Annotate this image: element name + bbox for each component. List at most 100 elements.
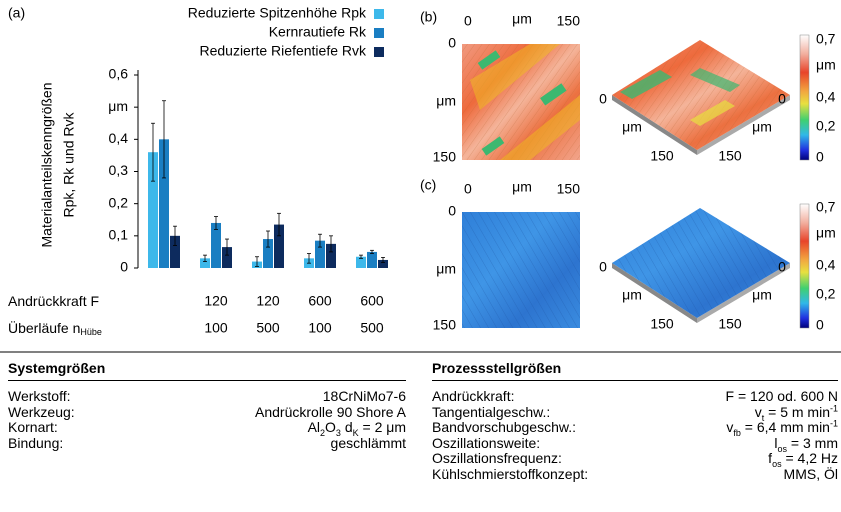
table-row: Bandvorschubgeschw.:vfb = 6,4 mm min-1: [432, 420, 838, 436]
row-value: 18CrNiMo7-6: [323, 389, 406, 405]
map3d-tick: 150: [718, 148, 742, 164]
row-label: Werkzeug:: [8, 405, 75, 421]
x-row-value: 120: [204, 293, 228, 309]
table: Prozessstellgrößen Andrückkraft: F = 120 o…: [432, 360, 838, 482]
x-row-label-text: Andrückkraft F: [8, 293, 99, 309]
value-part: 18CrNiMo7-6: [323, 388, 406, 404]
legend-label: Kernrautiefe Rk: [269, 24, 367, 40]
map-y-tick: 150: [433, 149, 457, 165]
map-x-tick: 0: [464, 13, 472, 29]
map-x-tick: 150: [557, 13, 581, 29]
value-part: Andrückrolle 90 Shore A: [255, 404, 406, 420]
x-row-label-text: Überläufe n: [8, 319, 80, 336]
value-part: O: [325, 419, 336, 435]
colorbar-b: [800, 35, 809, 160]
row-value: vt = 5 m min-1: [755, 405, 838, 421]
y-tick-label: 0,3: [109, 162, 129, 178]
value-part: geschlämmt: [331, 435, 406, 451]
value-part: Al: [308, 419, 320, 435]
row-value: fos = 4,2 Hz: [768, 451, 838, 467]
colorbar-tick: μm: [816, 225, 836, 241]
map3d-tick: μm: [622, 287, 642, 303]
map3d-tick: 0: [778, 91, 786, 107]
x-row-value: 120: [256, 293, 280, 309]
x-row-value: 500: [256, 320, 280, 336]
page: (b) (c) 0μm1500μm15000μmμm1501500,7μm0,4…: [0, 0, 841, 512]
value-part: os: [772, 459, 782, 469]
y-tick-label: 0,1: [109, 227, 129, 243]
row-value: MMS, Öl: [784, 467, 838, 483]
legend-swatch: [374, 9, 384, 19]
map3d-tick: μm: [752, 287, 772, 303]
row-label: Tangentialgeschw.:: [432, 405, 550, 421]
map-c-3d: [612, 208, 790, 323]
x-row-label: Andrückkraft F: [8, 293, 99, 309]
value-part: = 5 m min: [764, 404, 830, 420]
colorbar-tick: 0,7: [816, 31, 836, 47]
map-b-3d: [612, 40, 790, 155]
row-value: Al2O3 dK = 2 μm: [308, 420, 406, 436]
legend-label: Reduzierte Spitzenhöhe Rpk: [188, 5, 367, 21]
row-label: Werkstoff:: [8, 389, 71, 405]
y-tick-label: 0: [120, 259, 128, 275]
table-title: Systemgrößen: [8, 360, 406, 381]
colorbar-tick: 0,4: [816, 89, 836, 105]
bar: [367, 252, 377, 268]
row-value: Andrückrolle 90 Shore A: [255, 405, 406, 421]
row-value: los = 3 mm: [774, 436, 838, 452]
colorbar-tick: 0,2: [816, 118, 836, 134]
x-row-value: 500: [360, 320, 384, 336]
colorbar-tick: 0: [816, 317, 824, 333]
map-x-tick: μm: [512, 11, 532, 27]
value-part: d: [341, 419, 353, 435]
y-tick-label: 0,6: [109, 66, 129, 82]
y-tick-label: 0,4: [109, 130, 129, 146]
value-part: = 4,2 Hz: [782, 450, 838, 466]
table-row: Kühlschmierstoffkonzept: MMS, Öl: [432, 467, 838, 483]
value-part: = 2 μm: [359, 419, 406, 435]
map-y-tick: μm: [436, 93, 456, 109]
row-label: Kühlschmierstoffkonzept:: [432, 467, 588, 483]
row-value: geschlämmt: [331, 436, 406, 452]
table-row: Andrückkraft: F = 120 od. 600 N: [432, 389, 838, 405]
map-x-tick: 0: [464, 181, 472, 197]
x-row-label: Überläufe nHübe: [8, 319, 102, 338]
table-row: Bindung: geschlämmt: [8, 436, 406, 452]
map3d-tick: 0: [599, 259, 607, 275]
panel-label: (a): [8, 5, 25, 21]
map3d-tick: μm: [752, 119, 772, 135]
row-label: Bandvorschubgeschw.:: [432, 420, 576, 436]
value-part: = 6,4 mm min: [741, 419, 830, 435]
y-axis-label: Rpk, Rk und Rvk: [61, 111, 77, 217]
map3d-tick: 150: [718, 316, 742, 332]
table-title: Prozessstellgrößen: [432, 360, 838, 381]
value-part: MMS, Öl: [784, 466, 838, 482]
row-label: Kornart:: [8, 420, 58, 436]
value-part: F = 120 od. 600 N: [726, 388, 838, 404]
value-part: fb: [733, 428, 741, 438]
value-part: v: [755, 404, 762, 420]
colorbar-tick: μm: [816, 57, 836, 73]
table-row: Oszillationsweite: los = 3 mm: [432, 436, 838, 452]
panel-label: (c): [420, 177, 436, 193]
table-row: Werkstoff: 18CrNiMo7-6: [8, 389, 406, 405]
row-label: Oszillationsfrequenz:: [432, 451, 562, 467]
x-row-value: 600: [360, 293, 384, 309]
colorbar-tick: 0: [816, 149, 824, 165]
map3d-tick: 150: [650, 148, 674, 164]
table: Systemgrößen Werkstoff: 18CrNiMo7-6 Werkzeu…: [8, 360, 406, 451]
map-b-2d: [462, 44, 580, 160]
y-tick-label: 0,2: [109, 194, 129, 210]
x-row-value: 600: [308, 293, 332, 309]
map-y-tick: 150: [433, 317, 457, 333]
colorbar-tick: 0,2: [816, 286, 836, 302]
row-label: Oszillationsweite:: [432, 436, 540, 452]
value-part: -1: [830, 403, 838, 413]
map3d-tick: μm: [622, 119, 642, 135]
map3d-tick: 150: [650, 316, 674, 332]
row-label: Bindung:: [8, 436, 63, 452]
map-y-tick: 0: [448, 203, 456, 219]
row-label: Andrückkraft:: [432, 389, 514, 405]
map3d-tick: 0: [599, 91, 607, 107]
map-x-tick: μm: [512, 179, 532, 195]
